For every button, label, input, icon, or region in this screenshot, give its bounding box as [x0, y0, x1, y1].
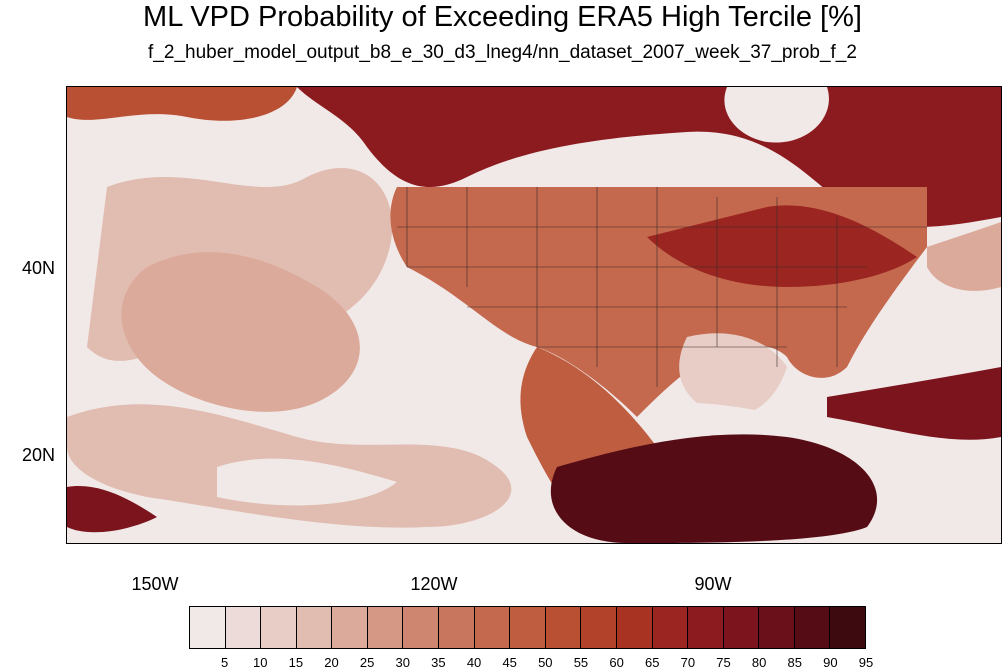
- colorbar-tick-label: 30: [395, 655, 411, 670]
- colorbar-swatch: [296, 607, 333, 648]
- hawaii-dark: [67, 486, 157, 533]
- colorbar-swatch: [225, 607, 262, 648]
- colorbar-swatch: [830, 607, 865, 648]
- chart-title: ML VPD Probability of Exceeding ERA5 Hig…: [143, 1, 862, 33]
- hudson-light: [724, 87, 829, 143]
- pacific-region-2: [121, 252, 360, 412]
- chart-subtitle: f_2_huber_model_output_b8_e_30_d3_lneg4/…: [148, 42, 857, 63]
- colorbar-tick-label: 75: [716, 655, 731, 670]
- colorbar-swatch: [367, 607, 404, 648]
- alaska-region: [67, 87, 297, 121]
- colorbar-swatch: [510, 607, 546, 648]
- colorbar-tick-label: 5: [221, 655, 229, 670]
- colorbar-tick-label: 15: [288, 655, 304, 670]
- lon-label-150w: 150W: [131, 574, 179, 594]
- colorbar-tick-label: 65: [644, 655, 660, 670]
- colorbar-swatch: [759, 607, 795, 648]
- colorbar-tick-label: 35: [431, 655, 446, 670]
- colorbar-swatch: [652, 607, 689, 648]
- colorbar-tick-label: 40: [466, 655, 482, 670]
- colorbar-swatch: [261, 607, 297, 648]
- colorbar-tick-label: 25: [359, 655, 375, 670]
- colorbar-swatch: [403, 607, 440, 648]
- colorbar-tick-label: 70: [680, 655, 696, 670]
- northeast-dark: [647, 205, 917, 287]
- colorbar-swatch: [439, 607, 475, 648]
- colorbar-tick-label: 20: [324, 655, 339, 670]
- colorbar-swatch: [545, 607, 582, 648]
- lon-label-120w: 120W: [410, 574, 458, 594]
- colorbar-tick-label: 60: [609, 655, 624, 670]
- colorbar-tick-label: 85: [787, 655, 802, 670]
- caribbean-dark: [550, 434, 878, 543]
- colorbar-swatch: [688, 607, 724, 648]
- colorbar-swatch: [474, 607, 511, 648]
- lon-label-90w: 90W: [694, 574, 732, 594]
- atlantic-moderate: [927, 222, 1001, 291]
- colorbar-tick-label: 45: [502, 655, 517, 670]
- lat-label-40n: 40N: [22, 258, 56, 278]
- colorbar-swatch: [190, 607, 226, 648]
- colorbar: [189, 606, 866, 649]
- pacific-clear-band: [217, 458, 397, 506]
- state-borders: [397, 187, 927, 387]
- colorbar-tick-label: 55: [573, 655, 589, 670]
- lat-label-20n: 20N: [22, 445, 56, 465]
- map-canvas: [67, 87, 1001, 543]
- colorbar-swatch: [794, 607, 831, 648]
- probability-map: [66, 86, 1002, 544]
- canada-dark-region: [297, 87, 1001, 227]
- colorbar-swatch: [332, 607, 368, 648]
- colorbar-swatch: [616, 607, 653, 648]
- colorbar-tick-label: 10: [253, 655, 268, 670]
- colorbar-tick-label: 80: [751, 655, 767, 670]
- southeast-light: [679, 333, 787, 417]
- colorbar-tick-label: 90: [823, 655, 838, 670]
- colorbar-tick-label: 50: [538, 655, 553, 670]
- atlantic-dark-band: [827, 367, 1001, 440]
- colorbar-tick-label: 95: [858, 655, 874, 670]
- colorbar-swatch: [581, 607, 617, 648]
- colorbar-swatch: [723, 607, 760, 648]
